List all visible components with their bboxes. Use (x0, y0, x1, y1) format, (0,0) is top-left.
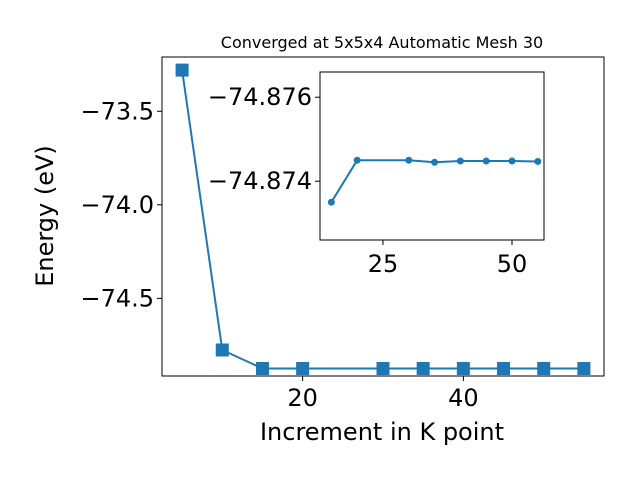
x-axis-label: Increment in K point (260, 418, 504, 446)
inset-data-point (353, 156, 361, 164)
inset-data-point (482, 157, 490, 165)
main-data-point (456, 362, 470, 376)
main-y-tick-label: −74.5 (80, 284, 154, 312)
main-data-point (497, 362, 511, 376)
inset-y-tick-label: −74.874 (208, 167, 312, 195)
inset-y-tick-label: −74.876 (208, 83, 312, 111)
main-data-point (376, 362, 390, 376)
main-y-tick-label: −74.0 (80, 191, 154, 219)
inset-data-point (456, 157, 464, 165)
main-x-tick-label: 20 (287, 384, 318, 412)
main-data-point (296, 362, 310, 376)
chart-title: Converged at 5x5x4 Automatic Mesh 30 (221, 33, 543, 52)
main-y-tick-label: −73.5 (80, 97, 154, 125)
main-data-point (175, 63, 189, 77)
inset-plot-area: 25 50 −74.876 −74.874 (208, 71, 545, 278)
inset-x-tick-label: 25 (368, 250, 399, 278)
main-x-tick-label: 40 (448, 384, 479, 412)
inset-series-line (330, 159, 538, 203)
inset-data-point (431, 158, 439, 166)
main-data-point (416, 362, 430, 376)
inset-data-point (405, 156, 413, 164)
main-data-point (215, 343, 229, 357)
main-data-point (255, 362, 269, 376)
main-data-point (577, 362, 591, 376)
inset-data-point (534, 157, 542, 165)
inset-data-point (327, 198, 335, 206)
y-axis-label: Energy (eV) (31, 145, 59, 287)
inset-frame (319, 71, 545, 241)
inset-data-point (508, 157, 516, 165)
main-data-point (537, 362, 551, 376)
main-series-line (181, 69, 584, 370)
inset-x-tick-label: 50 (497, 250, 528, 278)
